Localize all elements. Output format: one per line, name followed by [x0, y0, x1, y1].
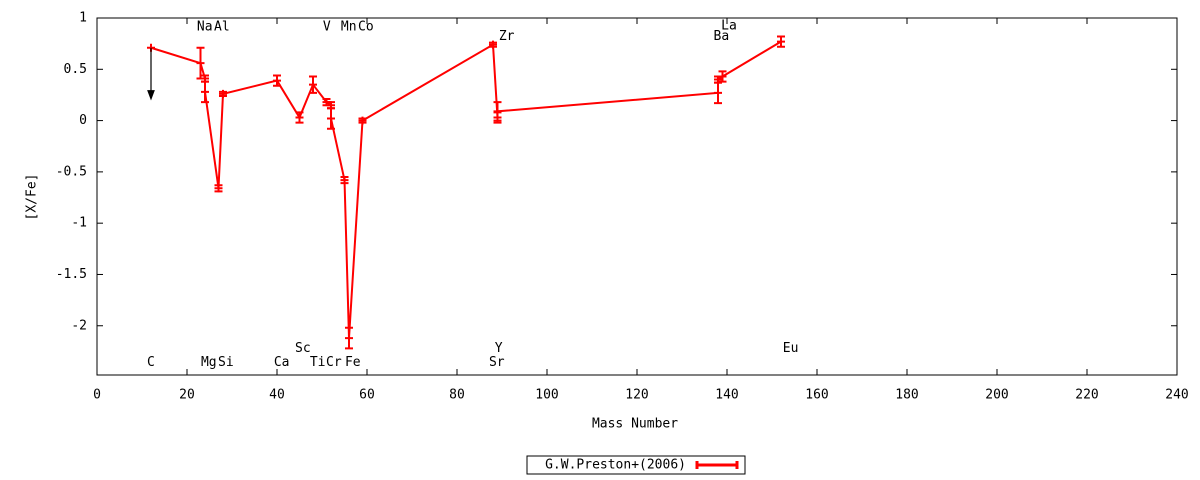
- element-label: Eu: [783, 341, 799, 356]
- point: [345, 334, 353, 343]
- point: [493, 107, 502, 116]
- y-tick-label: 0: [79, 113, 87, 128]
- x-tick-label: 0: [93, 388, 101, 403]
- upper-limit-arrow: [147, 47, 155, 101]
- y-tick-label: -1: [71, 216, 87, 231]
- x-tick-label: 20: [179, 388, 195, 403]
- y-tick-label: 0.5: [64, 62, 87, 77]
- element-label: Mn: [341, 20, 357, 35]
- element-label: V: [323, 20, 331, 35]
- legend-box: [526, 455, 746, 475]
- y-axis-label: [X/Fe]: [25, 174, 40, 221]
- x-tick-label: 60: [359, 388, 375, 403]
- element-label: Cr: [326, 355, 342, 370]
- x-tick-label: 180: [895, 388, 918, 403]
- point: [327, 114, 335, 123]
- x-tick-label: 120: [625, 388, 648, 403]
- element-label: Zr: [499, 29, 515, 44]
- element-label: Ca: [274, 355, 290, 370]
- x-tick-label: 100: [535, 388, 558, 403]
- element-label: Ti: [310, 355, 326, 370]
- point: [718, 72, 727, 81]
- x-tick-label: 160: [805, 388, 828, 403]
- x-tick-label: 240: [1165, 388, 1188, 403]
- point: [196, 59, 205, 68]
- element-label: Si: [218, 355, 234, 370]
- x-tick-label: 200: [985, 388, 1008, 403]
- point: [201, 87, 209, 96]
- x-tick-label: 220: [1075, 388, 1098, 403]
- element-label: Y: [495, 341, 503, 356]
- point: [219, 89, 227, 98]
- element-label: Ba: [714, 29, 730, 44]
- y-tick-label: 1: [79, 11, 87, 26]
- point: [714, 75, 722, 84]
- element-label: Mg: [201, 355, 217, 370]
- point: [714, 88, 722, 97]
- x-tick-label: 40: [269, 388, 285, 403]
- element-label: Sr: [489, 355, 505, 370]
- element-label: La: [721, 19, 737, 34]
- y-tick-label: -1.5: [56, 267, 87, 282]
- element-label: Co: [358, 20, 374, 35]
- x-axis-label: Mass Number: [592, 417, 678, 432]
- y-tick-label: -2: [71, 318, 87, 333]
- legend-swatch: [695, 461, 739, 469]
- point: [489, 40, 497, 49]
- point: [273, 76, 281, 85]
- point: [340, 176, 349, 185]
- element-label: Sc: [295, 341, 311, 356]
- element-label: Na: [197, 20, 213, 35]
- element-label: C: [147, 355, 155, 370]
- y-tick-label: -0.5: [56, 164, 87, 179]
- point: [214, 184, 223, 193]
- point: [295, 113, 304, 122]
- x-tick-label: 140: [715, 388, 738, 403]
- point: [358, 116, 367, 125]
- plot-frame: [96, 17, 1178, 376]
- element-label: Al: [214, 20, 230, 35]
- legend-label: G.W.Preston+(2006): [545, 458, 686, 473]
- point: [777, 37, 785, 46]
- element-label: Fe: [345, 355, 361, 370]
- x-tick-label: 80: [449, 388, 465, 403]
- point: [309, 80, 317, 89]
- data-line: [150, 40, 782, 339]
